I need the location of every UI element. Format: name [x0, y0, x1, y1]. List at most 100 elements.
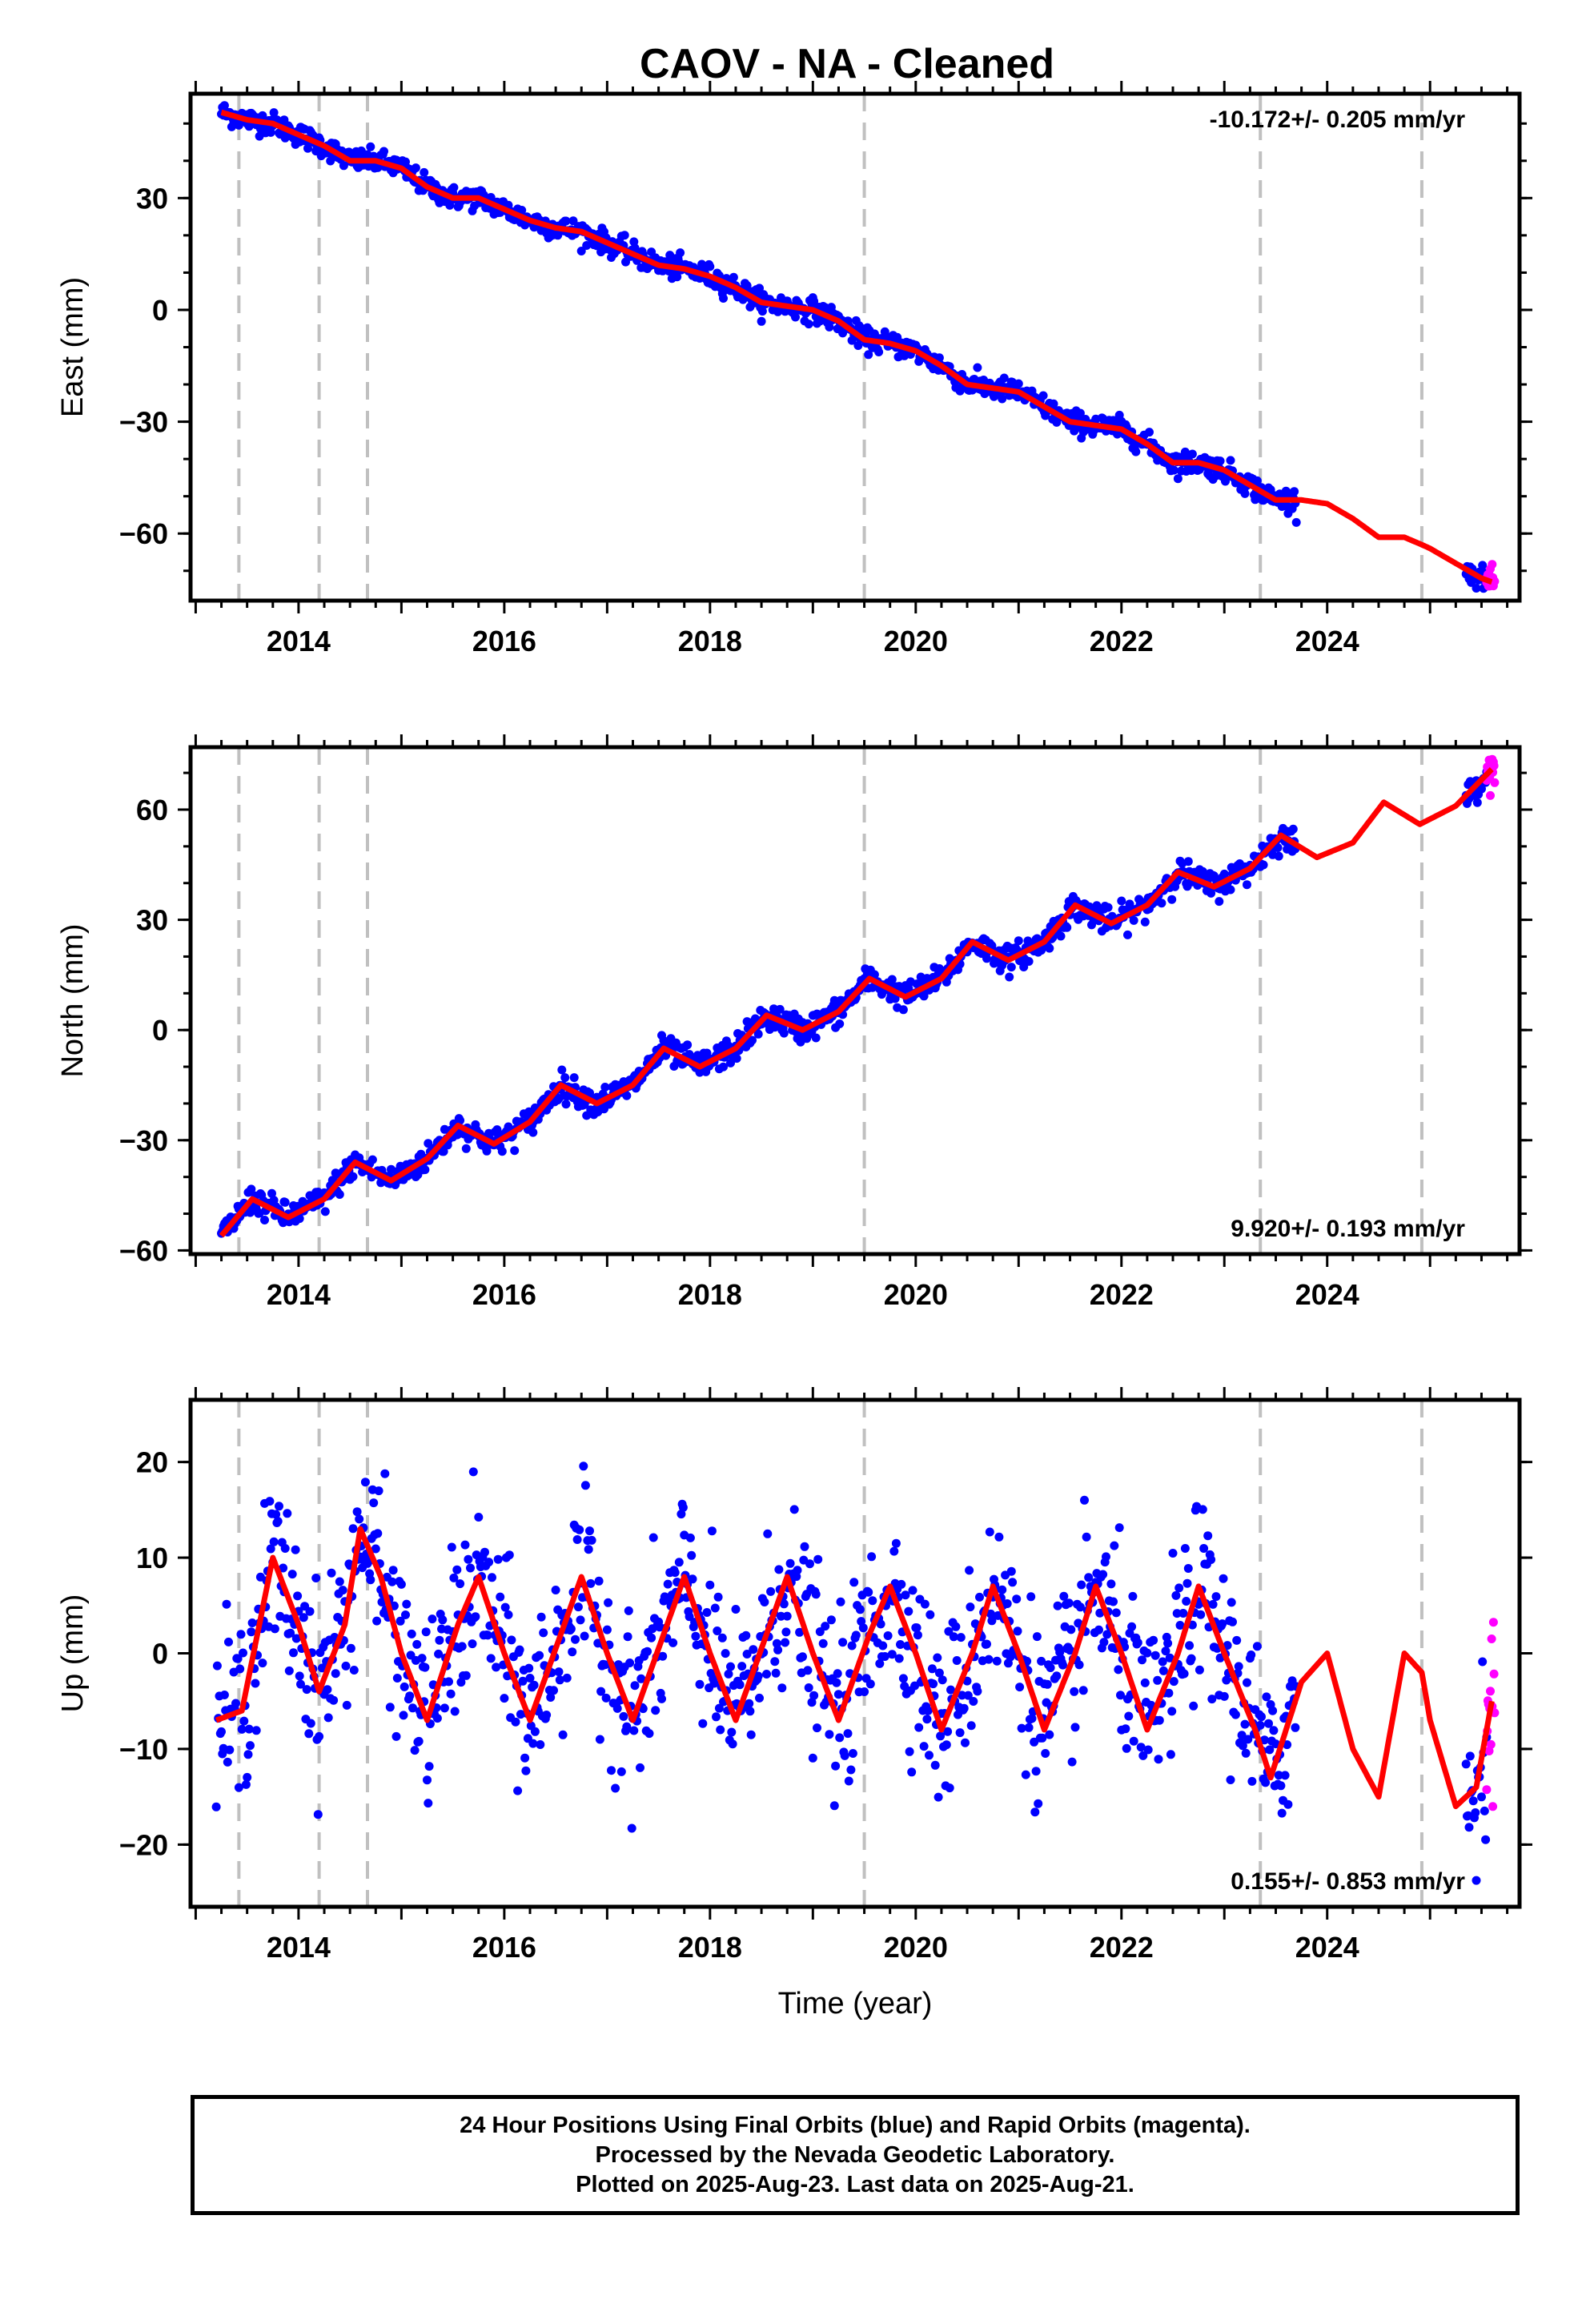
data-point-final: [825, 1730, 834, 1739]
data-point-final: [270, 1624, 279, 1634]
data-point-final: [1238, 1741, 1247, 1751]
data-point-final: [612, 1703, 622, 1713]
data-point-final: [647, 1633, 656, 1642]
data-point-final: [408, 1703, 417, 1713]
data-point-final: [1114, 1523, 1124, 1533]
data-point-final: [396, 1616, 405, 1626]
data-point-final: [923, 1706, 933, 1715]
data-point-final: [560, 1073, 570, 1083]
east-panel: 2014 2016 2018 2020 2022 2024 30 0 −30 −60 East (m…: [56, 81, 1532, 657]
x-tick-label: 2020: [884, 1278, 948, 1311]
data-point-final: [410, 1746, 420, 1755]
data-point-final: [387, 1577, 397, 1586]
data-point-final: [687, 1550, 697, 1560]
y-tick-label: −60: [119, 1234, 168, 1267]
data-point-final: [1041, 1749, 1050, 1758]
data-point-final: [986, 1609, 996, 1618]
data-point-final: [445, 200, 455, 210]
data-point-final: [1127, 1622, 1137, 1631]
data-point-final: [875, 1659, 885, 1668]
data-point-final: [504, 1550, 514, 1560]
data-point-final: [1291, 1723, 1300, 1732]
data-point-final: [629, 1726, 639, 1735]
data-point-final: [1247, 1776, 1257, 1786]
data-point-final: [1183, 1564, 1193, 1573]
y-tick-label: −20: [119, 1828, 168, 1861]
data-point-final: [898, 1005, 908, 1015]
data-point-final: [1223, 1641, 1232, 1651]
data-point-final: [887, 975, 897, 984]
data-point-final: [402, 1599, 412, 1609]
data-point-final: [480, 1547, 489, 1557]
north-plot-area: [217, 747, 1500, 1254]
data-point-final: [1264, 1719, 1273, 1728]
data-point-final: [985, 1527, 994, 1537]
data-point-final: [1173, 474, 1182, 484]
data-point-final: [234, 1783, 243, 1792]
data-point-final: [311, 1574, 321, 1582]
data-point-final: [955, 1728, 965, 1738]
data-point-final: [1166, 1750, 1175, 1759]
data-point-final: [348, 1524, 358, 1534]
data-point-final: [291, 1545, 300, 1554]
data-point-final: [224, 1637, 233, 1647]
data-point-final: [231, 1699, 240, 1708]
data-point-final: [584, 1545, 593, 1554]
data-point-final: [580, 1631, 589, 1641]
data-point-final: [847, 1641, 857, 1651]
data-point-final: [450, 1707, 460, 1716]
data-point-final: [385, 1703, 395, 1712]
data-point-final: [984, 1655, 994, 1664]
data-point-final: [414, 1736, 424, 1746]
data-point-final: [1182, 1597, 1191, 1606]
data-point-final: [763, 1529, 773, 1538]
data-point-final: [1198, 1505, 1207, 1514]
data-point-final: [1219, 1574, 1228, 1583]
data-point-final: [251, 1726, 261, 1735]
data-point-final: [420, 1663, 430, 1672]
data-point-final: [1215, 897, 1224, 907]
data-point-final: [1059, 1591, 1069, 1601]
data-point-final: [379, 147, 388, 156]
data-point-final: [223, 1757, 232, 1767]
data-point-final: [831, 1761, 841, 1771]
data-point-rapid: [1489, 761, 1499, 770]
data-point-final: [791, 312, 800, 322]
data-point-final: [853, 341, 863, 350]
data-point-final: [1257, 1712, 1266, 1722]
data-point-final: [1080, 1495, 1089, 1505]
data-point-final: [1124, 1711, 1134, 1721]
data-point-final: [323, 1713, 333, 1723]
data-point-final: [496, 1592, 505, 1602]
data-point-final: [497, 1147, 507, 1156]
data-point-final: [1027, 1714, 1037, 1723]
data-point-final: [373, 1529, 383, 1538]
data-point-final: [595, 1735, 604, 1744]
data-point-final: [880, 1652, 889, 1661]
data-point-final: [804, 1683, 813, 1692]
data-point-final: [1037, 1656, 1046, 1666]
data-point-final: [461, 1671, 471, 1680]
data-point-final: [1226, 1775, 1235, 1784]
data-point-final: [726, 1662, 735, 1671]
data-point-final: [904, 1606, 913, 1616]
data-point-final: [399, 1711, 408, 1720]
data-point-final: [1168, 1549, 1178, 1558]
data-point-final: [874, 348, 884, 356]
data-point-final: [582, 241, 592, 250]
data-point-final: [624, 1606, 633, 1615]
data-point-final: [815, 1627, 825, 1636]
data-point-final: [670, 1568, 680, 1578]
data-point-final: [568, 1647, 577, 1657]
data-point-final: [1032, 1632, 1042, 1642]
data-point-final: [515, 1645, 524, 1655]
data-point-final: [942, 1740, 951, 1750]
data-point-final: [424, 1139, 433, 1148]
data-point-final: [528, 1128, 538, 1137]
data-point-final: [958, 1691, 967, 1700]
data-point-final: [1075, 1602, 1085, 1612]
data-point-final: [742, 281, 752, 291]
data-point-final: [280, 1197, 290, 1207]
data-point-final: [1255, 1720, 1265, 1730]
data-point-final: [1247, 1651, 1256, 1659]
